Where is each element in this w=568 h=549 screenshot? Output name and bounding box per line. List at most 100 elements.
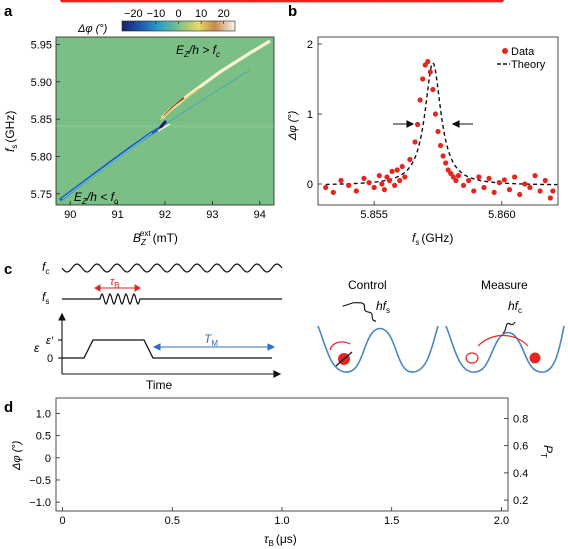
- data-point: [471, 188, 477, 194]
- data-point: [506, 187, 513, 193]
- y-tick-label: 5.80: [31, 151, 52, 163]
- fc-waveform: [61, 263, 283, 273]
- panel-a-xlabel: BZext (mT): [133, 229, 178, 247]
- epsilon-axis-label: ε: [34, 341, 40, 355]
- measure-electron-right: [529, 352, 541, 364]
- x-tick-label: 94: [254, 209, 266, 221]
- colorbar-tick-label: 20: [218, 8, 230, 20]
- panel-d-ylabel-left: Δφ (°): [11, 440, 23, 471]
- measure-double-well: [445, 325, 565, 373]
- annotation-lower: EZ/h < fc: [74, 190, 118, 206]
- y-tick-label-right: 0.8: [513, 413, 528, 425]
- fs-label: fs: [42, 290, 49, 306]
- panel-d: d 0 0.5 1.0 1.5 2.0−1.0−0.500.51.00.20.40.60…: [4, 0, 555, 548]
- data-point: [420, 76, 426, 82]
- y-tick-label-right: 0.6: [513, 441, 528, 453]
- colorbar-tick-label: −10: [147, 8, 166, 20]
- data-point: [486, 175, 492, 181]
- data-point: [432, 111, 439, 117]
- data-point: [522, 181, 528, 187]
- legend-data-label: Data: [511, 46, 535, 58]
- x-tick-label: 91: [111, 209, 123, 221]
- x-tick-label: 5.860: [488, 209, 516, 221]
- epsilon-tick-top: ε′: [46, 335, 54, 347]
- data-point: [532, 173, 538, 179]
- data-point: [366, 180, 372, 186]
- resonance-line: [59, 39, 271, 202]
- y-tick-label-left: −0.5: [29, 475, 51, 487]
- data-point: [381, 187, 387, 193]
- data-point: [527, 184, 533, 191]
- fwhm-arrows: [393, 120, 473, 128]
- data-point: [386, 177, 393, 184]
- data-point: [460, 182, 467, 188]
- fs-waveform: [62, 292, 282, 306]
- data-point: [371, 184, 377, 191]
- tauB-label: τB: [110, 276, 119, 290]
- colorbar-tick-label: 10: [195, 8, 207, 20]
- y-tick-label: 5.95: [31, 39, 52, 51]
- panel-d-plot-frame: [55, 397, 509, 512]
- x-tick-label: 0: [60, 515, 66, 527]
- y-tick-label: 1: [307, 109, 313, 121]
- panel-d-ylabel-right: PT: [539, 445, 555, 458]
- data-point: [453, 177, 459, 184]
- data-point: [394, 167, 400, 173]
- TM-label: TM: [204, 332, 218, 348]
- data-point: [550, 188, 556, 194]
- data-point: [501, 177, 507, 183]
- measure-tunnel-arrow: [477, 334, 529, 347]
- y-tick-label: 2: [307, 39, 313, 51]
- data-point: [437, 142, 444, 149]
- data-point: [425, 58, 431, 65]
- data-point: [379, 181, 385, 187]
- x-tick-label: 90: [64, 209, 76, 221]
- data-point: [353, 188, 359, 194]
- data-point: [517, 191, 523, 198]
- y-tick-label: 5.85: [31, 114, 52, 126]
- measure-electron-left: [465, 352, 479, 364]
- colorbar-ticks: −20 −10 0 10 20: [124, 8, 230, 24]
- control-photon: [342, 302, 377, 322]
- x-tick-label: 2.0: [494, 515, 509, 527]
- x-tick-label: 93: [206, 209, 218, 221]
- measure-title: Measure: [481, 278, 528, 292]
- data-point: [435, 128, 441, 135]
- data-point: [402, 174, 408, 180]
- panel-c-letter: c: [4, 261, 12, 278]
- y-tick-label-left: 0: [45, 453, 51, 465]
- measure-photon-label: hfc: [508, 299, 522, 315]
- control-photon-label: hfs: [376, 299, 390, 315]
- y-tick-label: 5.90: [31, 77, 52, 89]
- data-points: [323, 58, 556, 201]
- panel-b: b 5.855 5.860 0 1 2 Data Theory Δφ (°) fs (GH…: [287, 3, 559, 247]
- data-point: [440, 153, 446, 159]
- data-point: [466, 177, 472, 184]
- x-tick-label: 92: [159, 209, 171, 221]
- data-point: [391, 182, 398, 188]
- control-title: Control: [348, 278, 387, 292]
- data-point: [417, 97, 423, 103]
- control-double-well: [317, 325, 439, 373]
- data-point: [476, 174, 482, 180]
- panel-c: c fc fs τB ε ε′ 0: [4, 260, 565, 392]
- oscillation-points: [60, 0, 504, 3]
- theory-curve: [325, 62, 558, 186]
- detuning-pulse: [62, 339, 272, 359]
- data-point: [496, 180, 502, 186]
- TM-arrow: [152, 343, 276, 351]
- data-point: [491, 189, 497, 195]
- detuning-axes: [58, 312, 282, 378]
- y-tick-label-left: 1.0: [36, 409, 51, 421]
- control-rotation-arrow: [329, 341, 351, 351]
- data-point: [537, 188, 543, 194]
- x-tick-label: 0.5: [165, 515, 180, 527]
- panel-b-letter: b: [288, 3, 297, 20]
- data-point: [498, 0, 504, 3]
- y-tick-label: 0: [307, 179, 313, 191]
- data-point: [361, 175, 367, 181]
- data-point: [407, 156, 413, 163]
- colorbar-tick-label: 0: [175, 8, 181, 20]
- data-point: [346, 182, 352, 188]
